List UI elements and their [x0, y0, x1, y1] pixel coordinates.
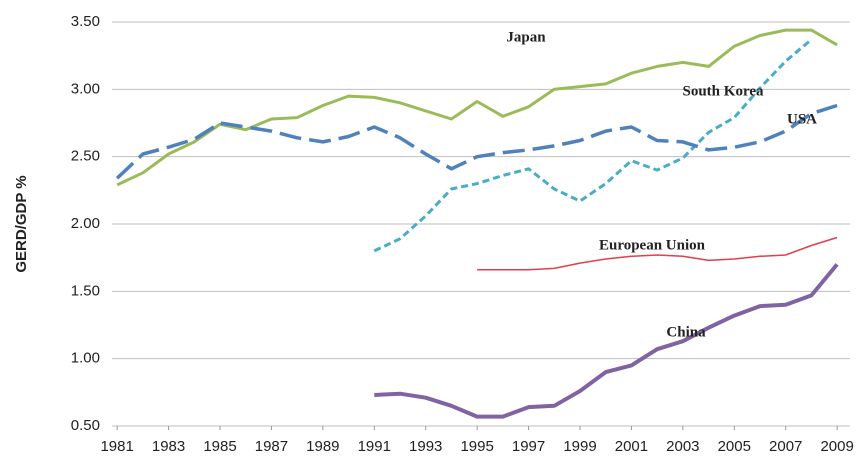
x-tick-label: 2005: [718, 438, 751, 455]
x-tick-label: 1987: [255, 438, 288, 455]
x-tick-label: 2009: [820, 438, 853, 455]
series-line: [115, 103, 838, 180]
series-line: [374, 263, 839, 419]
y-tick-label: 3.50: [71, 13, 100, 30]
y-tick-label: 1.50: [71, 282, 100, 299]
y-tick-label: 2.00: [71, 215, 100, 232]
y-tick-label: 0.50: [71, 417, 100, 434]
x-tick-label: 1983: [152, 438, 185, 455]
x-tick-label: 1991: [358, 438, 391, 455]
series-line: [116, 28, 838, 187]
series-label: European Union: [599, 237, 706, 253]
x-tick-label: 2007: [769, 438, 802, 455]
series-label: Japan: [506, 29, 546, 45]
series-line: [373, 38, 813, 253]
series-label: USA: [787, 111, 817, 127]
x-tick-label: 1985: [203, 438, 236, 455]
series-label: China: [666, 324, 706, 340]
y-tick-label: 3.00: [71, 80, 100, 97]
x-tick-label: 1995: [460, 438, 493, 455]
x-tick-label: 2001: [615, 438, 648, 455]
y-tick-label: 1.00: [71, 350, 100, 367]
x-tick-label: 1999: [563, 438, 596, 455]
series-label: South Korea: [683, 83, 764, 99]
x-tick-label: 1989: [306, 438, 339, 455]
series-line: [477, 236, 838, 271]
x-tick-label: 2003: [666, 438, 699, 455]
y-tick-label: 2.50: [71, 148, 100, 165]
x-tick-label: 1997: [512, 438, 545, 455]
x-tick-label: 1993: [409, 438, 442, 455]
x-tick-label: 1981: [100, 438, 133, 455]
y-axis-label: GERD/GDP %: [13, 175, 30, 272]
